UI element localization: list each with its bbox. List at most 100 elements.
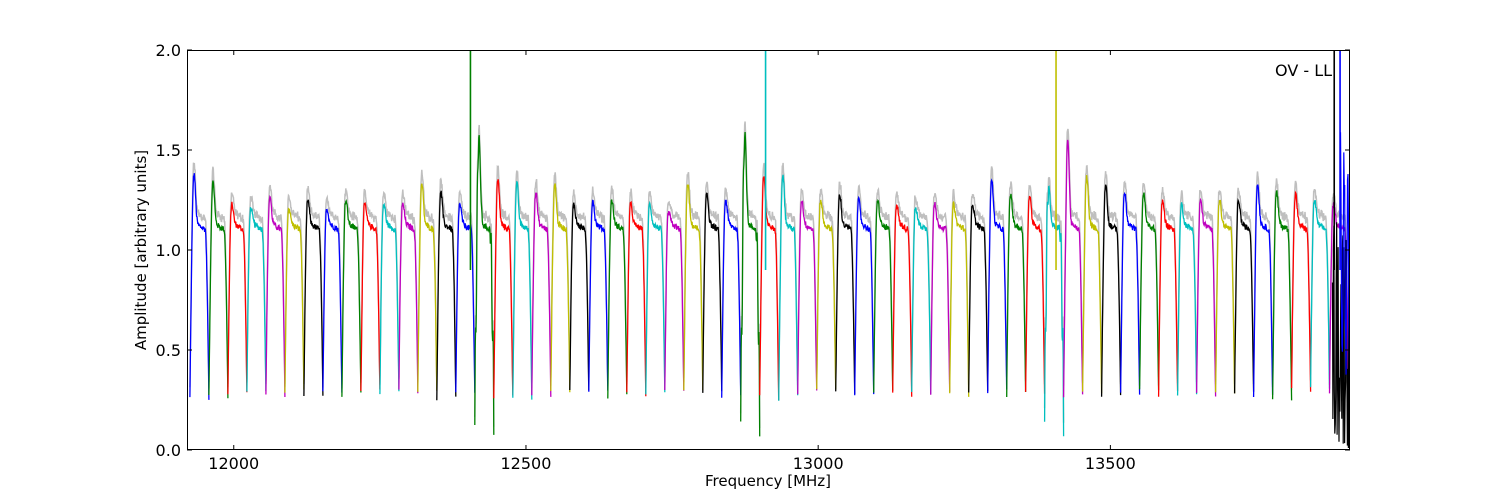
channel-line-8 <box>322 208 343 393</box>
y-tick-label: 0.0 <box>156 441 181 460</box>
channel-line-37 <box>873 198 894 393</box>
reference-line <box>493 164 514 386</box>
channel-line-52 <box>1157 199 1179 397</box>
channel-line-13 <box>417 183 438 392</box>
reference-line <box>1157 186 1179 386</box>
reference-line <box>1176 190 1198 384</box>
channel-line-55 <box>1214 199 1236 394</box>
channel-line-53 <box>1176 202 1198 396</box>
reference-line <box>645 191 666 383</box>
reference-line <box>948 188 970 386</box>
reference-line <box>702 181 723 383</box>
reference-line <box>1024 184 1046 385</box>
reference-line <box>1271 178 1293 391</box>
reference-line <box>967 193 989 381</box>
reference-line <box>284 193 305 385</box>
channel-line-4 <box>246 207 267 392</box>
x-tick-label: 12000 <box>208 454 259 473</box>
channel-line-39 <box>911 207 932 395</box>
reference-line <box>910 195 932 382</box>
channel-line-33 <box>797 200 818 395</box>
reference-line <box>417 169 438 383</box>
reference-line <box>1233 187 1255 381</box>
reference-line <box>398 189 419 380</box>
channel-line-43 <box>987 178 1008 394</box>
reference-line <box>588 186 609 378</box>
channel-line-58 <box>1271 190 1293 401</box>
reference-line <box>360 188 381 380</box>
x-tick-label: 13500 <box>1085 454 1136 473</box>
channel-line-40 <box>930 201 951 395</box>
reference-line <box>1005 181 1027 385</box>
channel-line-17 <box>493 179 514 399</box>
channel-line-41 <box>949 200 970 397</box>
channel-line-57 <box>1252 184 1274 398</box>
reference-line <box>379 190 400 385</box>
channel-line-56 <box>1233 197 1255 394</box>
y-tick-label: 1.0 <box>156 241 181 260</box>
reference-line <box>265 184 286 387</box>
channel-line-38 <box>892 204 913 397</box>
channel-line-46 <box>1043 185 1065 437</box>
channel-line-23 <box>607 199 628 399</box>
channel-line-5 <box>265 194 286 398</box>
reference-line <box>891 191 913 387</box>
blue-tail-line <box>1339 132 1350 392</box>
channel-line-22 <box>588 199 609 392</box>
y-axis-label: Amplitude [arbitrary units] <box>132 150 150 350</box>
reference-line <box>322 194 343 385</box>
channel-line-18 <box>512 180 533 400</box>
channel-line-59 <box>1290 190 1312 392</box>
reference-line <box>815 187 837 380</box>
reference-line <box>1309 189 1331 379</box>
channel-line-2 <box>208 180 229 399</box>
reference-line <box>607 185 628 387</box>
reference-line <box>1290 180 1312 381</box>
channel-line-29 <box>721 199 742 398</box>
reference-line <box>683 171 704 381</box>
channel-line-3 <box>227 201 248 395</box>
channel-line-7 <box>303 199 324 397</box>
channel-line-45 <box>1024 195 1046 394</box>
y-tick-label: 2.0 <box>156 41 181 60</box>
series-layer <box>189 50 1350 449</box>
x-tick-label: 13000 <box>793 454 844 473</box>
reference-line <box>1138 183 1160 378</box>
channel-line-60 <box>1309 200 1331 389</box>
reference-line <box>189 162 210 389</box>
reference-line <box>569 189 590 378</box>
reference-line <box>531 179 552 386</box>
channel-line-20 <box>550 183 571 393</box>
channel-line-6 <box>284 207 305 393</box>
reference-line <box>1195 189 1217 385</box>
channel-line-35 <box>835 194 856 395</box>
reference-line <box>1214 190 1236 384</box>
reference-line <box>227 192 248 385</box>
channel-line-24 <box>626 200 647 397</box>
channel-line-30 <box>740 131 761 437</box>
channel-line-28 <box>702 192 723 393</box>
channel-line-49 <box>1100 184 1122 397</box>
noisy-tail-line <box>1331 222 1350 449</box>
channel-line-50 <box>1119 191 1141 395</box>
channel-line-48 <box>1081 175 1103 394</box>
tick-layer: 12000 12500 13000 13500 0.0 0.5 1.0 1.5 2.0 <box>156 41 1350 473</box>
reference-line <box>853 184 875 386</box>
reference-line <box>834 181 856 383</box>
channel-line-54 <box>1195 197 1217 397</box>
channel-line-15 <box>455 202 476 393</box>
reference-line <box>872 186 894 382</box>
annotation-label: OV - LL <box>1275 61 1332 80</box>
channel-line-11 <box>379 202 400 395</box>
channel-line-36 <box>854 195 875 396</box>
channel-line-16 <box>474 134 495 435</box>
channel-line-1 <box>189 173 210 400</box>
reference-line <box>796 188 818 381</box>
channel-line-9 <box>341 198 362 397</box>
reference-line <box>455 189 476 385</box>
reference-line <box>246 195 267 383</box>
reference-line <box>1100 171 1122 385</box>
channel-line-31 <box>759 176 780 401</box>
